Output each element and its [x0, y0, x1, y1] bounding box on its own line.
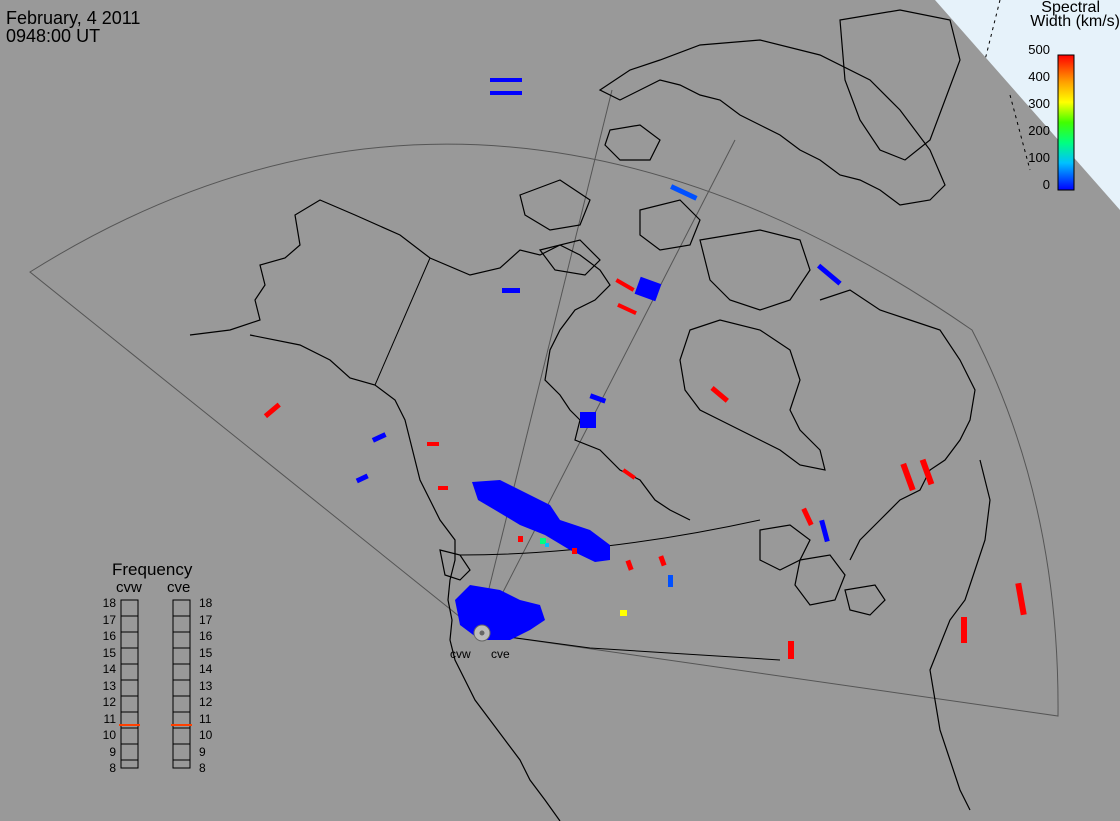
legend-tick: 200 [1028, 123, 1050, 138]
coastlines [189, 9, 991, 821]
frequency-gauges [120, 599, 191, 769]
legend-tick: 400 [1028, 69, 1050, 84]
frequency-tick-right: 12 [199, 695, 213, 709]
legend-title-line2: Width (km/s) [1030, 13, 1120, 30]
terminator-line [984, 0, 1031, 171]
frequency-tick-left: 14 [102, 662, 116, 676]
legend-tick: 0 [1042, 177, 1050, 192]
frequency-tick-left: 11 [103, 711, 116, 726]
legend-tick: 100 [1028, 150, 1050, 165]
scan-time: 0948:00 UT [6, 26, 101, 46]
frequency-tick-left: 10 [102, 728, 116, 742]
legend-tick: 300 [1028, 96, 1050, 111]
radar-backscatter [263, 78, 1027, 659]
frequency-tick-right: 15 [199, 645, 213, 660]
frequency-tick-left: 9 [109, 744, 116, 759]
beam-line-west [477, 89, 613, 634]
frequency-title: Frequency [112, 560, 193, 579]
frequency-tick-right: 13 [199, 678, 213, 693]
frequency-tick-left: 18 [102, 596, 116, 610]
frequency-radar-cve: cve [167, 579, 191, 596]
frequency-tick-right: 8 [199, 761, 206, 775]
frequency-tick-left: 17 [102, 612, 116, 627]
site-label-cve: cve [491, 647, 510, 661]
frequency-tick-right: 11 [199, 711, 212, 726]
field-of-view-outline [29, 143, 1059, 717]
beam-line-east [481, 139, 736, 634]
frequency-tick-right: 18 [199, 596, 213, 610]
frequency-tick-right: 14 [199, 662, 213, 676]
frequency-tick-left: 8 [109, 761, 116, 775]
frequency-tick-left: 16 [102, 629, 116, 643]
frequency-tick-left: 15 [102, 645, 116, 660]
legend-tick: 500 [1028, 42, 1050, 57]
spectral-width-colorbar [1057, 54, 1075, 191]
frequency-tick-left: 12 [102, 695, 116, 709]
frequency-tick-right: 10 [199, 728, 213, 742]
frequency-tick-right: 9 [199, 744, 206, 759]
frequency-tick-left: 13 [102, 678, 116, 693]
frequency-radar-cvw: cvw [116, 579, 142, 596]
site-label-cvw: cvw [450, 647, 471, 661]
frequency-tick-right: 17 [199, 612, 213, 627]
borders [374, 257, 781, 661]
legend-title-line1: Spectral [1041, 0, 1100, 16]
frequency-tick-right: 16 [199, 629, 213, 643]
scan-date: February, 4 2011 [6, 8, 141, 28]
